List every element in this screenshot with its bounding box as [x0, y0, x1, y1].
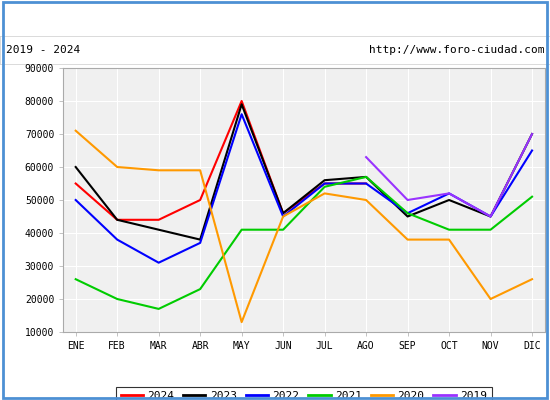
Text: 2019 - 2024: 2019 - 2024: [6, 45, 80, 55]
Text: Evolucion Nº Turistas Nacionales en el municipio de Jerez de la Frontera: Evolucion Nº Turistas Nacionales en el m…: [5, 12, 545, 24]
Legend: 2024, 2023, 2022, 2021, 2020, 2019: 2024, 2023, 2022, 2021, 2020, 2019: [116, 387, 492, 400]
Text: http://www.foro-ciudad.com: http://www.foro-ciudad.com: [369, 45, 544, 55]
